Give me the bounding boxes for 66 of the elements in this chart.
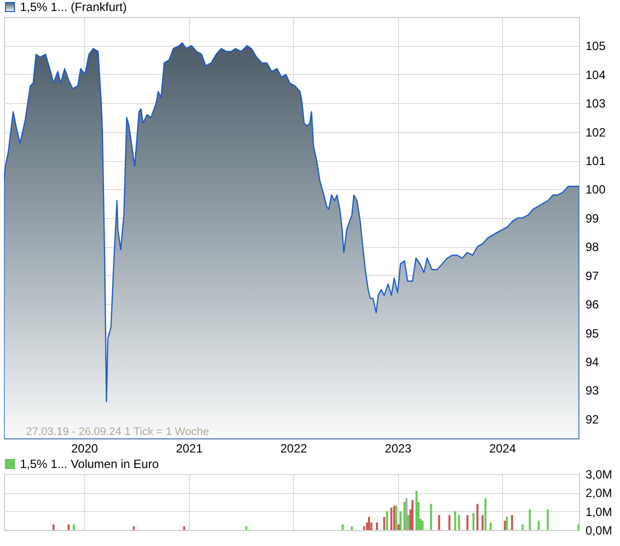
bar [476,504,478,530]
y-tick-label: 98 [586,240,600,254]
bar [448,515,450,530]
y-tick-label: 100 [586,182,606,197]
y-tick-label: 0,0M [586,524,612,538]
y-tick-label: 2,0M [586,486,612,500]
bar [183,526,186,530]
x-tick-label: 2020 [71,442,98,456]
bar [368,516,370,530]
bar [132,526,135,530]
bar [350,526,353,530]
y-tick-label: 93 [586,384,600,398]
bar [504,520,506,530]
bar [484,498,486,530]
y-tick-label: 104 [586,68,606,82]
bar [412,500,414,530]
y-tick-label: 102 [586,125,606,140]
bar [404,502,406,530]
bar [406,498,408,530]
bar [490,522,492,530]
bar [466,515,468,530]
bar [68,524,70,530]
bar [342,524,344,530]
y-tick-label: 95 [586,326,600,340]
bar [245,526,248,530]
bar [522,524,524,530]
x-tick-label: 2022 [280,442,308,456]
bar [52,524,54,530]
bar [397,524,400,530]
bar [408,515,410,530]
x-tick-label: 2021 [176,442,203,456]
bar [386,511,388,530]
bar [546,509,549,530]
bar [577,524,579,530]
bar [472,513,474,530]
y-tick-label: 1,0M [586,504,612,519]
bar [454,511,456,530]
y-tick-label: 105 [586,39,606,54]
bar [383,516,386,530]
legend-label: 1,5% 1... Volumen in Euro [20,457,160,471]
bar [458,515,460,530]
y-tick-label: 92 [586,412,600,426]
legend-label: 1,5% 1... (Frankfurt) [20,0,127,14]
bar [399,511,402,530]
bar [482,515,484,530]
y-tick-label: 99 [586,211,600,226]
y-tick-label: 103 [586,96,606,111]
bar [416,490,418,530]
y-tick-label: 97 [586,268,600,283]
x-tick-label: 2024 [489,442,516,456]
bar [528,509,531,530]
bar [538,520,540,530]
bar [363,526,366,530]
annotation: 27.03.19 - 26.09.24 1 Tick = 1 Woche [26,426,209,438]
x-tick-label: 2023 [384,442,412,456]
bar [376,522,378,530]
bar [72,524,75,530]
y-tick-label: 101 [586,154,606,168]
bar [430,504,432,530]
y-tick-label: 94 [586,354,600,369]
y-tick-label: 3,0M [586,468,612,482]
bar [422,520,424,530]
bar [390,508,392,530]
bar [438,515,440,530]
y-tick-label: 96 [586,298,600,312]
bar [506,516,508,530]
